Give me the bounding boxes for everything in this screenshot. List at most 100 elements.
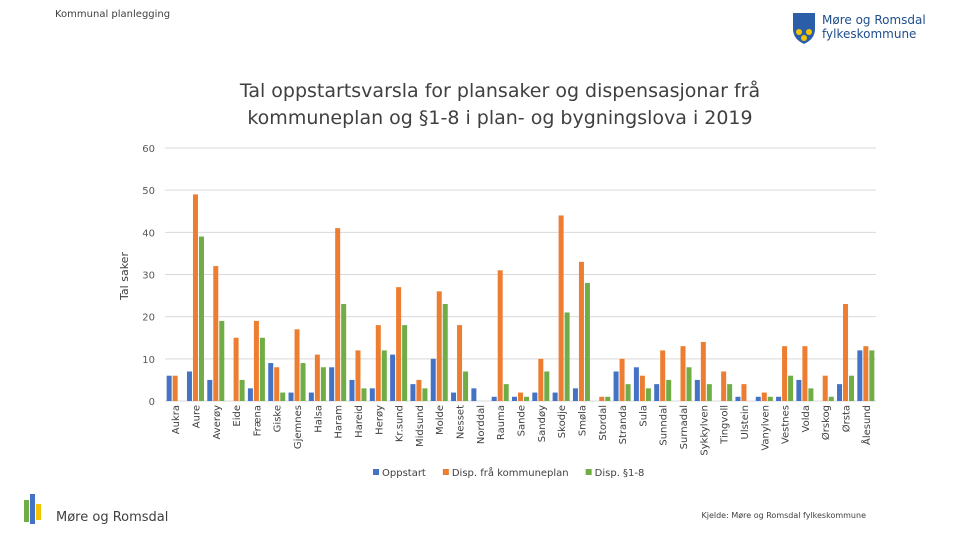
section-label: Kommunal planlegging [55, 9, 170, 20]
bar [552, 392, 558, 401]
x-tick-label: Haram [334, 405, 345, 439]
x-tick-label: Norddal [476, 405, 487, 444]
bar [721, 371, 727, 401]
bar [694, 379, 700, 401]
bar [213, 266, 219, 401]
y-tick-label: 10 [142, 355, 155, 366]
logo-bar [30, 494, 35, 524]
bar [416, 379, 422, 401]
footer-logo [24, 494, 41, 524]
bar [613, 371, 619, 401]
x-tick-label: Ålesund [860, 405, 873, 445]
bar [280, 392, 286, 401]
x-tick-label: Smøla [577, 405, 588, 436]
x-tick-label: Aukra [171, 405, 182, 434]
x-tick-label: Ørskog [820, 405, 832, 440]
bar [849, 375, 855, 401]
bar [422, 388, 428, 401]
x-tick-label: Molde [435, 405, 446, 435]
bar [869, 350, 875, 401]
bar [192, 194, 198, 401]
x-tick-label: Stordal [598, 405, 609, 441]
bar [369, 388, 375, 401]
footer-source: Kjelde: Møre og Romsdal fylkeskommune [701, 511, 866, 520]
bar [512, 396, 517, 401]
logo-mark [801, 35, 807, 41]
y-tick-label: 40 [142, 228, 155, 239]
bar [767, 396, 773, 401]
bar [172, 375, 178, 401]
x-tick-label: Nesset [456, 405, 467, 439]
bar [828, 396, 834, 401]
bar [463, 371, 469, 401]
logo-mark [806, 29, 812, 35]
bar [558, 215, 564, 401]
bar [666, 379, 672, 401]
bar [584, 282, 590, 401]
bar [207, 379, 213, 401]
logo-text: fylkeskommune [822, 27, 916, 41]
logo-shield [793, 13, 815, 44]
bar [288, 392, 294, 401]
bar [451, 392, 457, 401]
bar [471, 388, 477, 401]
bar [497, 270, 503, 401]
x-tick-label: Eide [232, 405, 243, 427]
x-tick-label: Vanylven [760, 405, 771, 451]
bar [776, 396, 782, 401]
legend-label: Disp. frå kommuneplan [452, 466, 569, 479]
bar [442, 304, 448, 401]
x-tick-label: Halsa [313, 405, 324, 433]
bar [706, 384, 712, 401]
bar [564, 312, 570, 401]
bar [259, 337, 265, 401]
bar [361, 388, 367, 401]
bar [274, 367, 280, 401]
bar [572, 388, 578, 401]
bar [538, 358, 544, 401]
bar [532, 392, 538, 401]
bar [198, 236, 204, 401]
x-tick-label: Hareid [354, 405, 365, 438]
bar [524, 396, 529, 401]
bar [837, 384, 843, 401]
legend-swatch [373, 469, 379, 475]
bar [341, 304, 347, 401]
x-tick-label: Tingvoll [720, 405, 731, 445]
legend-swatch [585, 469, 592, 475]
bar [700, 341, 706, 401]
bar [390, 354, 396, 401]
bar [822, 375, 828, 401]
bar [735, 396, 741, 401]
bar [605, 396, 611, 401]
bar [857, 350, 863, 401]
y-tick-label: 50 [142, 186, 155, 197]
bar [166, 375, 172, 401]
bar [268, 363, 274, 401]
logo-bar [36, 504, 41, 520]
bar [654, 384, 660, 401]
bar [329, 367, 335, 401]
bar [782, 346, 788, 401]
bar [335, 228, 341, 401]
bar [625, 384, 631, 401]
bar [396, 287, 402, 401]
chart-title: Tal oppstartsvarsla for plansaker og dis… [239, 80, 761, 129]
legend-label: Disp. §1-8 [595, 468, 645, 479]
bar [503, 384, 509, 401]
bar [402, 325, 408, 401]
x-tick-label: Aure [191, 405, 202, 428]
x-tick-label: Midsund [415, 405, 426, 447]
bar [599, 396, 605, 401]
bar [619, 358, 625, 401]
bar [430, 358, 436, 401]
bar [219, 320, 225, 401]
x-tick-label: Sunndal [659, 405, 670, 446]
x-tick-label: Sandøy [537, 405, 548, 442]
bar [808, 388, 814, 401]
logo-bar [24, 500, 29, 522]
x-tick-label: Volda [801, 405, 812, 432]
bar [308, 392, 314, 401]
x-tick-label: Ørsta [841, 405, 853, 432]
